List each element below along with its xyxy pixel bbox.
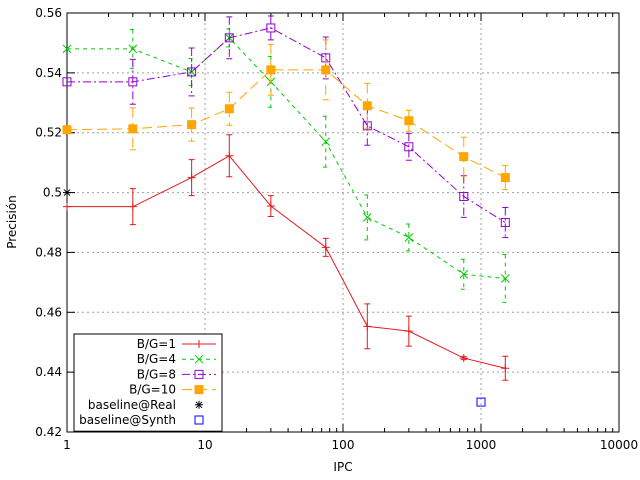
error-bar xyxy=(405,132,412,161)
data-point xyxy=(224,33,234,43)
legend-entry: B/G=10 xyxy=(129,383,216,397)
data-point xyxy=(404,233,414,242)
data-point xyxy=(224,104,234,114)
data-point xyxy=(128,44,138,54)
data-point xyxy=(187,120,197,130)
data-point xyxy=(476,397,486,407)
error-bar xyxy=(226,16,233,60)
legend-label: baseline@Real xyxy=(88,398,176,412)
data-point xyxy=(63,202,71,211)
legend-label: B/G=4 xyxy=(137,352,176,366)
error-bar xyxy=(502,254,509,303)
y-tick-label: 0.52 xyxy=(35,126,62,140)
error-bar xyxy=(129,58,136,105)
series-b-g-10 xyxy=(62,39,510,191)
legend-entry: B/G=8 xyxy=(137,367,216,381)
data-point xyxy=(195,340,203,348)
data-point xyxy=(266,202,275,211)
x-axis-label: IPC xyxy=(333,460,352,474)
x-tick-label: 100 xyxy=(332,438,355,452)
data-point xyxy=(62,44,72,54)
data-point xyxy=(266,65,276,75)
series-baseline-synth xyxy=(476,397,486,407)
data-point xyxy=(63,188,71,197)
series-b-g-4 xyxy=(62,28,510,303)
series-b-g-1 xyxy=(63,134,510,381)
data-point xyxy=(500,274,510,283)
error-bar xyxy=(267,43,274,96)
error-bar xyxy=(322,39,329,101)
error-bar xyxy=(267,15,274,41)
series-line xyxy=(66,69,506,179)
data-point xyxy=(404,116,414,126)
data-point xyxy=(500,218,510,227)
legend-entry: B/G=4 xyxy=(137,352,216,366)
y-tick-label: 0.54 xyxy=(35,66,62,80)
data-point xyxy=(62,77,72,87)
data-point xyxy=(362,101,372,111)
series-baseline-real xyxy=(63,188,71,197)
legend-entry: baseline@Real xyxy=(88,398,203,412)
data-point xyxy=(194,354,204,364)
data-point xyxy=(128,124,138,134)
legend-box xyxy=(73,333,223,432)
legend: B/G=1B/G=4B/G=8 B/G=10baseline@Realbaseli… xyxy=(73,333,223,432)
data-point xyxy=(459,191,469,201)
data-point xyxy=(62,125,72,135)
legend-label: baseline@Synth xyxy=(79,413,176,427)
error-bar xyxy=(405,109,412,132)
data-point xyxy=(225,151,234,160)
x-tick-label: 10 xyxy=(197,438,212,452)
data-point xyxy=(363,322,372,331)
data-point xyxy=(404,327,413,336)
data-point xyxy=(362,213,372,222)
y-tick-label: 0.5 xyxy=(43,186,62,200)
legend-entry: B/G=1 xyxy=(137,337,216,351)
error-bar xyxy=(460,258,467,290)
data-point xyxy=(194,415,204,425)
series-line xyxy=(67,155,506,369)
data-point xyxy=(321,137,331,147)
data-point xyxy=(128,202,137,211)
data-point xyxy=(500,173,510,183)
data-point xyxy=(128,77,138,87)
data-point xyxy=(194,385,204,395)
data-point xyxy=(321,243,330,252)
legend-label: B/G=1 xyxy=(137,337,176,351)
y-tick-label: 0.42 xyxy=(35,425,62,439)
error-bar xyxy=(405,223,412,252)
error-bar xyxy=(502,165,509,191)
error-bar xyxy=(502,207,509,238)
y-tick-label: 0.44 xyxy=(35,365,62,379)
legend-label: B/G=8 xyxy=(137,367,176,381)
y-tick-label: 0.56 xyxy=(35,6,62,20)
y-axis-label: Precisión xyxy=(5,195,19,249)
data-point xyxy=(187,67,197,77)
y-tick-label: 0.48 xyxy=(35,245,62,259)
data-point xyxy=(501,364,510,373)
x-tick-label: 1000 xyxy=(466,438,497,452)
error-bar xyxy=(188,47,195,97)
series-b-g-8 xyxy=(62,15,510,238)
data-point xyxy=(321,65,331,75)
data-point xyxy=(459,354,468,363)
y-tick-label: 0.46 xyxy=(35,305,62,319)
legend-label: B/G=10 xyxy=(129,383,176,397)
legend-entry: baseline@Synth xyxy=(79,413,204,427)
axis-ticks: 1 10 100 1000 10000 0.42 0.44 0.46 0.48 0.5 0.52 0.… xyxy=(35,6,638,452)
error-bar xyxy=(364,194,371,241)
data-point xyxy=(459,152,469,162)
data-point xyxy=(266,23,276,33)
data-point xyxy=(459,269,469,279)
data-point xyxy=(194,369,204,379)
series-line xyxy=(67,37,506,279)
series xyxy=(62,15,510,407)
data-point xyxy=(195,400,203,409)
series-line xyxy=(67,27,506,223)
x-tick-label: 1 xyxy=(63,438,71,452)
data-point xyxy=(187,173,196,182)
data-point xyxy=(404,142,414,152)
x-tick-label: 10000 xyxy=(600,438,638,452)
